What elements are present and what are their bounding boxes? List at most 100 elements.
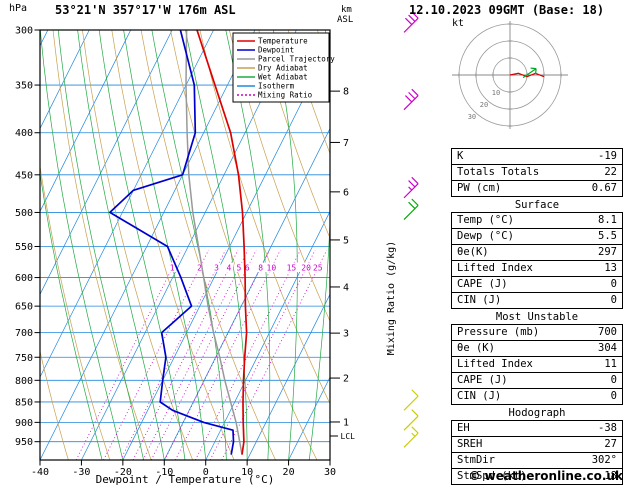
wind-barb bbox=[403, 389, 419, 411]
svg-text:1: 1 bbox=[170, 264, 175, 273]
table-row-value: 5.5 bbox=[598, 230, 617, 242]
table-row-value: 8.1 bbox=[598, 214, 617, 226]
svg-text:20: 20 bbox=[301, 264, 311, 273]
table-row: PW (cm) 0.67 bbox=[452, 181, 622, 196]
svg-text:4: 4 bbox=[227, 264, 232, 273]
table-row-label: PW (cm) bbox=[457, 182, 502, 194]
info-table: K -19 Totals Totals 22 PW (cm) 0.67 Surface Tem… bbox=[451, 148, 623, 485]
wind-barb bbox=[403, 88, 419, 111]
table-row-label: θe(K) bbox=[457, 246, 489, 258]
svg-text:7: 7 bbox=[343, 138, 349, 149]
svg-text:LCL: LCL bbox=[341, 432, 356, 441]
table-row-value: 0 bbox=[610, 278, 617, 290]
svg-text:30: 30 bbox=[324, 467, 336, 478]
table-row-label: Temp (°C) bbox=[457, 214, 514, 226]
plot-border bbox=[39, 29, 331, 461]
svg-text:950: 950 bbox=[15, 437, 33, 448]
svg-text:3: 3 bbox=[343, 329, 349, 340]
wind-barbs bbox=[403, 11, 419, 448]
table-row: Pressure (mb) 700 bbox=[452, 325, 622, 341]
table-row: K -19 bbox=[452, 149, 622, 165]
table-row: CIN (J) 0 bbox=[452, 293, 622, 308]
table-row-value: -38 bbox=[598, 422, 617, 434]
table-row: StmDir 302° bbox=[452, 453, 622, 469]
mixing-ratio-lines bbox=[75, 249, 328, 460]
svg-text:20: 20 bbox=[283, 467, 295, 478]
table-row-value: 297 bbox=[598, 246, 617, 258]
svg-text:550: 550 bbox=[15, 242, 33, 253]
svg-text:Dewpoint / Temperature (°C): Dewpoint / Temperature (°C) bbox=[96, 473, 275, 486]
svg-text:10: 10 bbox=[492, 89, 500, 97]
svg-text:800: 800 bbox=[15, 376, 33, 387]
storm-motion-arrow bbox=[522, 67, 537, 79]
svg-text:6: 6 bbox=[245, 264, 250, 273]
svg-text:-20: -20 bbox=[114, 467, 132, 478]
table-row: CAPE (J) 0 bbox=[452, 373, 622, 389]
wind-barb bbox=[403, 426, 419, 448]
table-row: StmSpd (kt) 18 bbox=[452, 469, 622, 484]
svg-text:20: 20 bbox=[480, 101, 488, 109]
table-row: θe(K) 297 bbox=[452, 245, 622, 261]
table-row: Totals Totals 22 bbox=[452, 165, 622, 181]
wind-barb bbox=[403, 409, 419, 431]
temperature-axis: -40 -30 -20 -10 0 10 20 30 Dewpoint / Temperatur… bbox=[31, 460, 336, 486]
table-row-value: 22 bbox=[604, 166, 617, 178]
table-row: Lifted Index 11 bbox=[452, 357, 622, 373]
svg-text:400: 400 bbox=[15, 128, 33, 139]
wet-adiabat-lines bbox=[40, 30, 330, 460]
parcel-curve bbox=[185, 30, 243, 455]
copyright: © weatheronline.co.uk bbox=[468, 469, 623, 483]
mixing-axis-label: Mixing Ratio (g/kg) bbox=[386, 241, 397, 355]
svg-text:5: 5 bbox=[236, 264, 241, 273]
table-row-label: K bbox=[457, 150, 464, 162]
table-section-header: Most Unstable bbox=[495, 311, 579, 323]
svg-text:4: 4 bbox=[343, 282, 349, 293]
svg-text:15: 15 bbox=[287, 264, 297, 273]
svg-text:Mixing Ratio: Mixing Ratio bbox=[258, 91, 313, 100]
table-row-value: 302° bbox=[591, 454, 617, 466]
pressure-axis: 300 350 400 450 500 550 600 650 700 750 800 850 900 9… bbox=[15, 26, 40, 448]
svg-text:kt: kt bbox=[452, 18, 464, 29]
svg-text:600: 600 bbox=[15, 273, 33, 284]
dewpoint-curve bbox=[109, 30, 235, 455]
svg-text:10: 10 bbox=[241, 467, 253, 478]
svg-text:25: 25 bbox=[313, 264, 323, 273]
svg-text:1: 1 bbox=[343, 417, 349, 428]
svg-text:2: 2 bbox=[343, 374, 349, 385]
table-group: EH -38 SREH 27 StmDir 302° StmSpd (kt) 18 bbox=[451, 420, 623, 485]
table-row-label: CAPE (J) bbox=[457, 374, 508, 386]
plot-area: 1 2 3 4 5 6 8 10 15 20 25 bbox=[40, 30, 330, 460]
svg-text:Temperature: Temperature bbox=[258, 37, 308, 46]
svg-text:650: 650 bbox=[15, 302, 33, 313]
table-row-value: 11 bbox=[604, 358, 617, 370]
table-row: Temp (°C) 8.1 bbox=[452, 213, 622, 229]
table-row-label: Lifted Index bbox=[457, 262, 533, 274]
wind-barb bbox=[403, 176, 419, 199]
svg-text:Dewpoint: Dewpoint bbox=[258, 46, 294, 55]
table-row-label: Totals Totals bbox=[457, 166, 540, 178]
temperature-curve bbox=[196, 30, 248, 455]
table-row: Dewp (°C) 5.5 bbox=[452, 229, 622, 245]
pressure-gridlines bbox=[40, 30, 330, 443]
table-group: Temp (°C) 8.1 Dewp (°C) 5.5 θe(K) 297 Lifted I… bbox=[451, 212, 623, 309]
table-row: SREH 27 bbox=[452, 437, 622, 453]
table-section-header: Hodograph bbox=[508, 407, 566, 419]
svg-text:8: 8 bbox=[343, 87, 349, 98]
svg-text:300: 300 bbox=[15, 26, 33, 37]
svg-text:2: 2 bbox=[197, 264, 202, 273]
table-row: CIN (J) 0 bbox=[452, 389, 622, 404]
svg-text:Mixing Ratio (g/kg): Mixing Ratio (g/kg) bbox=[386, 241, 397, 355]
svg-text:Parcel Trajectory: Parcel Trajectory bbox=[258, 55, 335, 64]
table-group: K -19 Totals Totals 22 PW (cm) 0.67 bbox=[451, 148, 623, 197]
svg-text:750: 750 bbox=[15, 353, 33, 364]
table-row: CAPE (J) 0 bbox=[452, 277, 622, 293]
svg-text:6: 6 bbox=[343, 187, 349, 198]
table-row-label: CIN (J) bbox=[457, 390, 502, 402]
svg-text:3: 3 bbox=[214, 264, 219, 273]
table-row-value: 700 bbox=[598, 326, 617, 338]
table-row: θe (K) 304 bbox=[452, 341, 622, 357]
table-row-label: Pressure (mb) bbox=[457, 326, 540, 338]
table-row-value: -19 bbox=[598, 150, 617, 162]
